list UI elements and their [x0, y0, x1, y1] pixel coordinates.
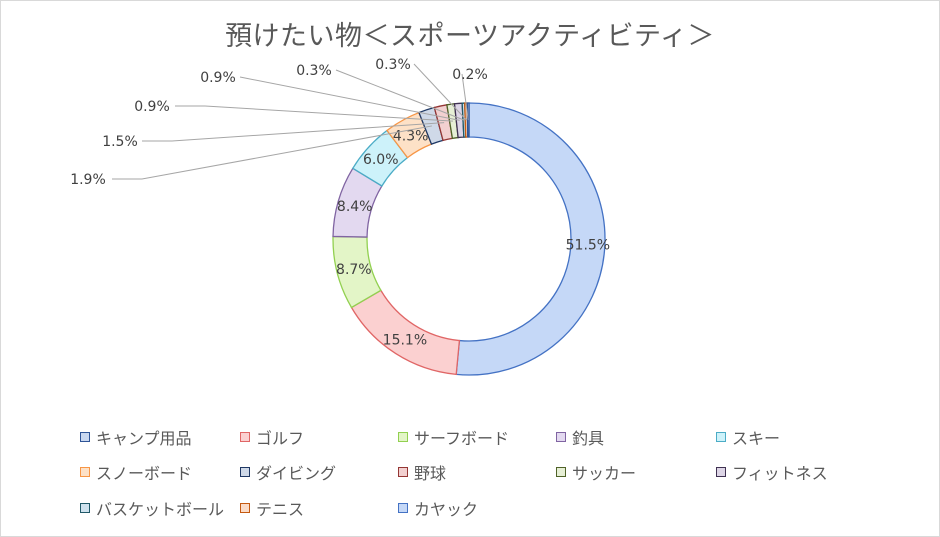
legend-item-9: サッカー: [556, 462, 637, 483]
data-label-4: 8.4%: [337, 199, 373, 215]
chart-title: 預けたい物＜スポーツアクティビティ＞: [225, 21, 715, 52]
leader-line-7: [112, 125, 432, 180]
legend-swatch: [80, 467, 90, 477]
legend-label: サーフボード: [414, 429, 510, 448]
legend-swatch: [398, 432, 408, 442]
data-label-9: 0.9%: [134, 99, 170, 115]
legend-swatch: [716, 432, 726, 442]
leader-line-8: [142, 122, 445, 142]
legend-item-1: キャンプ用品: [80, 427, 192, 448]
data-label-3: 8.7%: [336, 262, 372, 278]
legend-label: ゴルフ: [256, 429, 305, 448]
legend-label: 野球: [414, 464, 447, 483]
data-label-8: 1.5%: [102, 134, 138, 150]
leader-line-13: [461, 73, 469, 121]
legend-swatch: [716, 467, 726, 477]
legend-swatch: [556, 432, 566, 442]
legend-item-4: 釣具: [556, 427, 605, 448]
legend-label: フィットネス: [732, 464, 828, 483]
legend-item-2: ゴルフ: [240, 427, 305, 448]
legend-swatch: [398, 467, 408, 477]
slice-1: [455, 102, 606, 376]
legend-item-10: フィットネス: [716, 462, 828, 483]
legend-swatch: [556, 467, 566, 477]
legend-label: スキー: [732, 429, 781, 448]
legend-item-11: バスケットボール: [80, 498, 225, 519]
data-label-10: 0.9%: [200, 70, 236, 86]
leader-line-10: [239, 76, 460, 121]
legend-swatch: [240, 467, 250, 477]
legend-item-7: ダイビング: [240, 462, 337, 483]
legend-swatch: [240, 503, 250, 513]
data-label-12: 0.3%: [375, 57, 411, 73]
legend-swatch: [240, 432, 250, 442]
legend-label: スノーボード: [96, 464, 193, 483]
data-label-7: 1.9%: [70, 172, 106, 188]
leader-line-11: [335, 69, 465, 121]
legend-item-5: スキー: [716, 427, 781, 448]
data-label-11: 0.3%: [296, 63, 332, 79]
legend-label: バスケットボール: [96, 500, 225, 519]
legend-label: サッカー: [572, 464, 637, 483]
data-label-13: 0.2%: [452, 67, 488, 83]
leader-line-12: [413, 63, 467, 121]
legend-item-13: カヤック: [398, 498, 479, 519]
data-label-2: 15.1%: [383, 332, 427, 348]
legend-swatch: [398, 503, 408, 513]
data-label-6: 4.3%: [393, 128, 429, 144]
legend-swatch: [80, 503, 90, 513]
legend-item-3: サーフボード: [398, 427, 510, 448]
legend-swatch: [80, 432, 90, 442]
legend-item-6: スノーボード: [80, 462, 193, 483]
legend-item-8: 野球: [398, 462, 447, 483]
data-label-1: 51.5%: [566, 238, 610, 254]
legend-label: ダイビング: [256, 464, 337, 483]
legend-label: テニス: [256, 500, 305, 519]
legend-label: 釣具: [572, 429, 605, 448]
legend-item-12: テニス: [240, 498, 305, 519]
leader-line-9: [175, 105, 454, 122]
legend-label: キャンプ用品: [96, 429, 192, 448]
data-label-5: 6.0%: [363, 152, 399, 168]
legend-label: カヤック: [414, 500, 479, 519]
